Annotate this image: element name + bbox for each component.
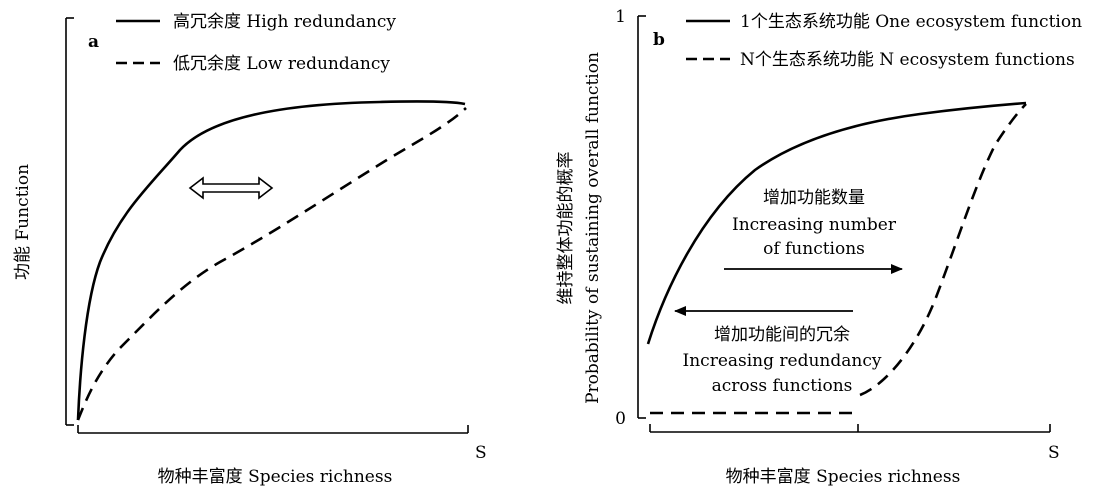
panel-b-y-tick-0: 0 xyxy=(615,409,626,429)
panel-a-x-axis-label: 物种丰富度 Species richness xyxy=(158,467,393,487)
panel-b-legend-n: N个生态系统功能 N ecosystem functions xyxy=(740,50,1075,70)
annotation-increasing-redundancy: 增加功能间的冗余 Increasing redundancy across fu… xyxy=(674,306,882,396)
annotation-right-cn: 增加功能数量 xyxy=(763,188,865,208)
panel-a: a S 物种丰富度 Species richness 功能 Function 高… xyxy=(13,12,487,487)
panel-a-label: a xyxy=(88,32,99,52)
annotation-increasing-number: 增加功能数量 Increasing number of functions xyxy=(724,188,903,274)
panel-a-y-axis-label: 功能 Function xyxy=(13,164,33,280)
high-redundancy-curve xyxy=(76,100,466,421)
panel-b-legend: 1个生态系统功能 One ecosystem function N个生态系统功能… xyxy=(686,12,1082,70)
panel-b-y-axis-label-en: Probability of sustaining overall functi… xyxy=(583,52,603,404)
annotation-left-en-1: Increasing redundancy xyxy=(683,351,882,371)
panel-b: b 1 0 S 物种丰富度 Species richness 维持整体功能的概率… xyxy=(556,7,1082,487)
annotation-left-cn: 增加功能间的冗余 xyxy=(714,325,850,345)
low-redundancy-curve xyxy=(76,107,467,421)
panel-a-legend-low: 低冗余度 Low redundancy xyxy=(173,54,390,74)
panel-b-y-tick-1: 1 xyxy=(615,7,626,27)
annotation-right-en-2: of functions xyxy=(763,239,865,259)
panel-a-legend: 高冗余度 High redundancy 低冗余度 Low redundancy xyxy=(116,12,396,74)
panel-b-x-end-tick: S xyxy=(1048,443,1060,463)
panel-b-label: b xyxy=(653,30,665,50)
one-function-curve xyxy=(646,101,1027,345)
panel-b-y-axis-label-cn: 维持整体功能的概率 xyxy=(556,152,576,305)
panel-b-legend-one: 1个生态系统功能 One ecosystem function xyxy=(740,12,1082,32)
annotation-left-en-2: across functions xyxy=(712,376,853,396)
panel-a-legend-high: 高冗余度 High redundancy xyxy=(173,12,396,32)
n-functions-curve-rise xyxy=(859,103,1027,397)
annotation-right-en-1: Increasing number xyxy=(732,215,897,235)
panel-a-x-end-tick: S xyxy=(475,443,487,463)
double-arrow-icon xyxy=(188,176,274,200)
panel-b-x-axis-label: 物种丰富度 Species richness xyxy=(726,467,961,487)
